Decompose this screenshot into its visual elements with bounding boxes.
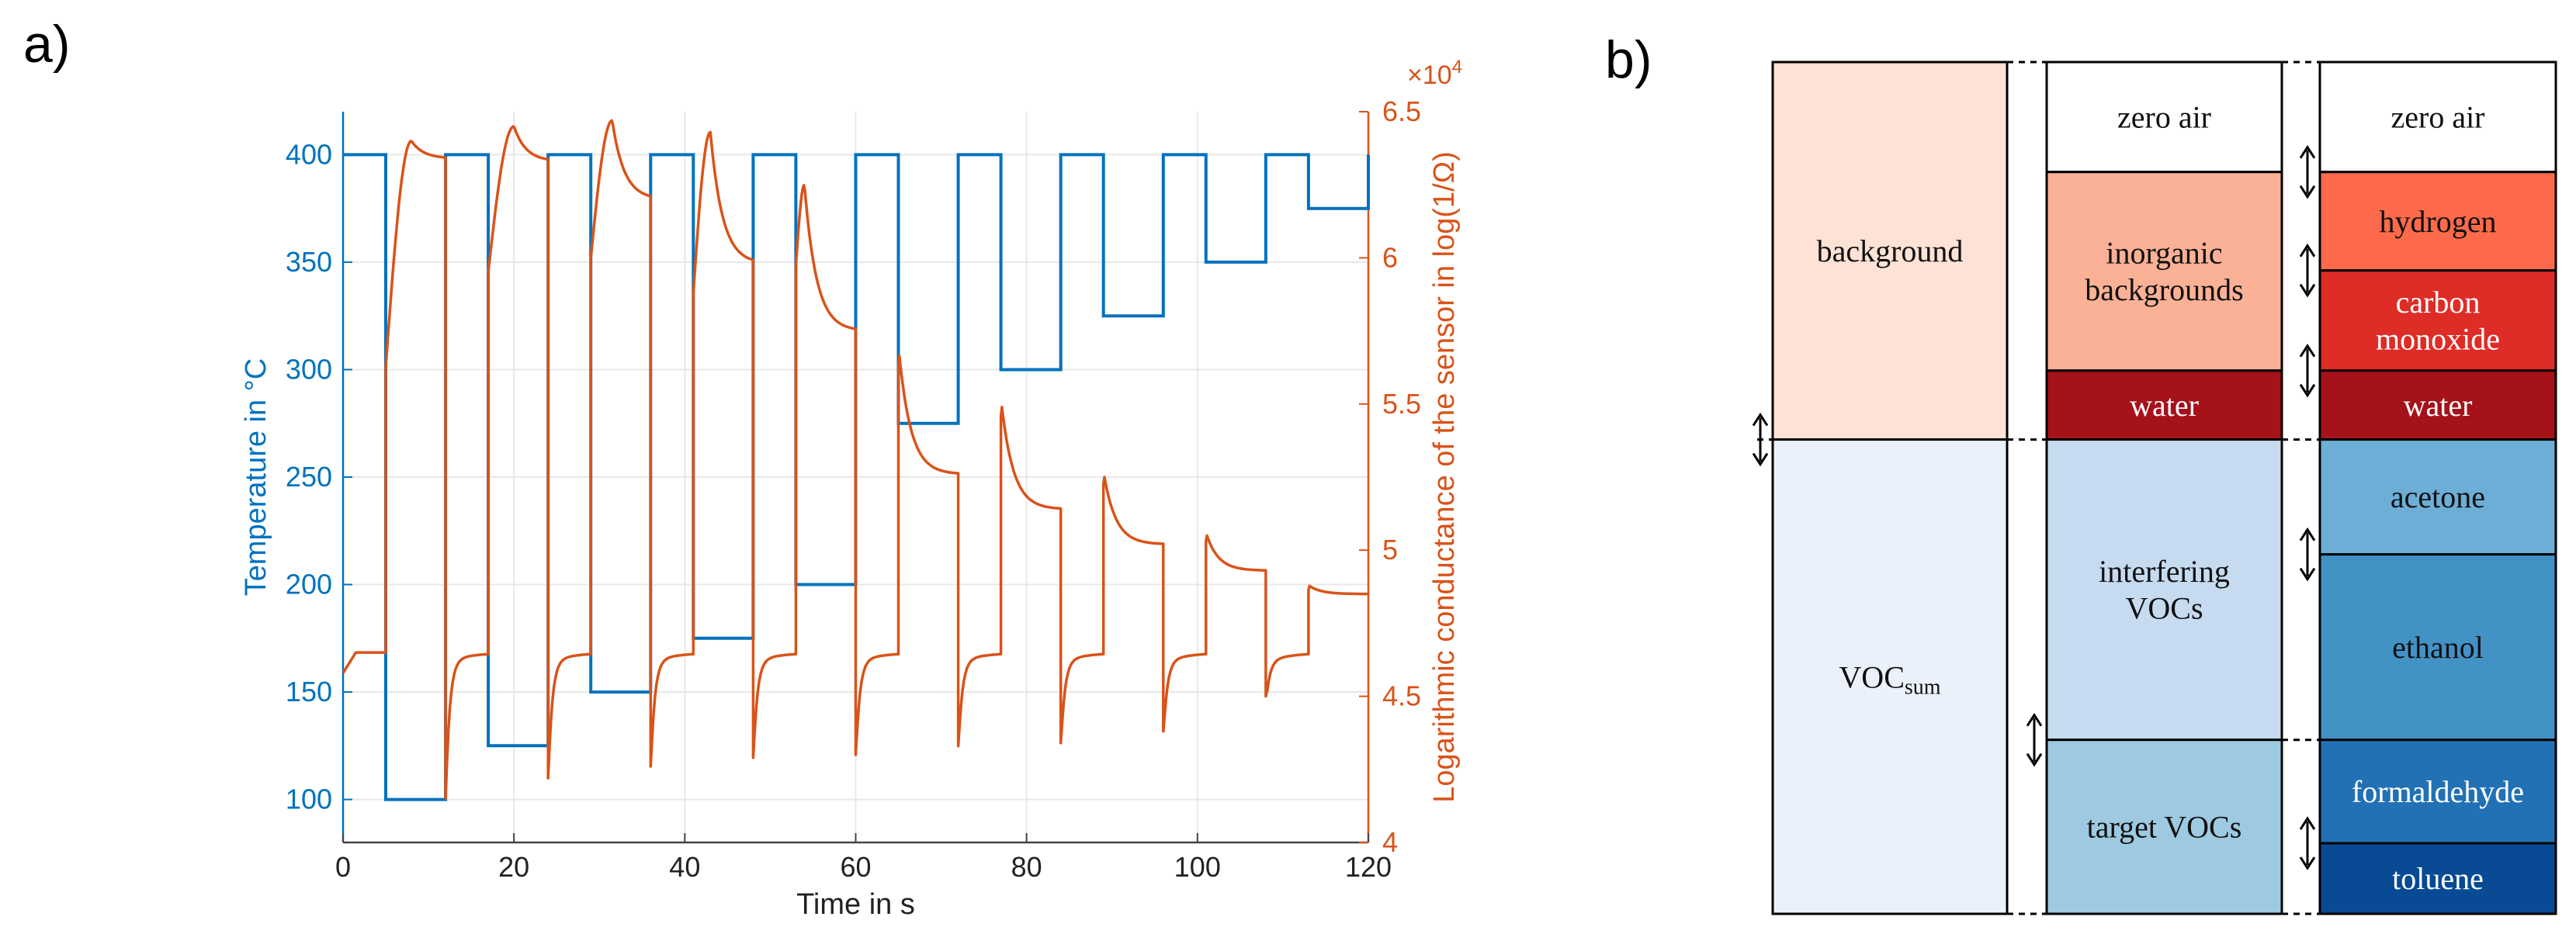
block-label: formaldehyde (2352, 774, 2524, 809)
block-carbon-monoxide (2318, 269, 2557, 372)
block-label: zero air (2117, 99, 2211, 134)
block-ethanol (2318, 553, 2557, 742)
double-arrow-icon (2026, 712, 2043, 767)
panel-label-b: b) (1605, 30, 1652, 89)
double-arrow-icon (2299, 343, 2316, 398)
block-hydrogen (2318, 171, 2557, 272)
block-label: background (1817, 234, 1964, 268)
block-toluene (2318, 842, 2557, 915)
block-label: hydrogen (2379, 204, 2496, 239)
block-label: VOCsum (1839, 659, 1940, 699)
block-label: inorganic backgrounds (2085, 236, 2243, 307)
block-label: water (2404, 388, 2473, 423)
x-tick-label: 80 (1011, 851, 1042, 883)
block-voc (1771, 438, 2009, 915)
block-formaldehyde (2318, 739, 2557, 845)
temperature-conductance-chart: 0 20 40 60 80 100 120 100 150 200 250 300 350 400 4 4.5… (240, 57, 1462, 921)
y-left-tick-label: 200 (286, 569, 332, 600)
x-tick-label: 20 (498, 851, 529, 883)
y-axis-right-label: Logarithmic conductance of the sensor in… (1428, 151, 1461, 803)
x-tick-label: 100 (1174, 851, 1221, 883)
series (342, 119, 1370, 801)
block-water (2045, 369, 2283, 441)
y-right-tick-label: 5 (1382, 534, 1398, 566)
y-right-tick-label: 4 (1382, 826, 1398, 858)
double-arrow-icon (2299, 816, 2316, 870)
panel-label-a: a) (23, 15, 70, 74)
y-left-tick-label: 300 (286, 353, 332, 385)
block-label: acetone (2391, 479, 2485, 514)
conductance-line (342, 119, 1369, 801)
y-right-tick-label: 4.5 (1382, 680, 1421, 712)
block-inorganic-backgrounds (2045, 171, 2283, 372)
y-left-tick-label: 150 (286, 676, 332, 707)
y-right-tick-label: 6 (1382, 241, 1398, 273)
block-zero-air (2045, 61, 2283, 174)
block-acetone (2318, 438, 2557, 556)
axes (342, 111, 1370, 844)
block-interfering-vocs (2045, 438, 2283, 742)
y-right-tick-label: 6.5 (1382, 95, 1421, 127)
block-label: water (2130, 388, 2199, 423)
block-label: zero air (2391, 99, 2484, 134)
double-arrow-icon (2299, 243, 2316, 298)
temperature-line (343, 153, 1370, 801)
double-arrow-icon (2299, 144, 2316, 199)
y-axis-left-label: Temperature in °C (240, 358, 272, 597)
y-left-tick-label: 350 (286, 246, 332, 278)
block-water (2318, 369, 2557, 441)
block-background (1771, 61, 2009, 441)
block-label: interfering VOCs (2099, 554, 2230, 625)
y-left-tick-label: 250 (286, 461, 332, 493)
x-tick-label: 40 (669, 851, 700, 883)
block-label: ethanol (2392, 630, 2484, 665)
block-label: carbon monoxide (2376, 285, 2500, 356)
block-target-vocs (2045, 739, 2283, 915)
block-label: toluene (2392, 861, 2484, 896)
right-axis-exponent: ×104 (1407, 57, 1462, 90)
double-arrow-icon (1752, 412, 1769, 467)
y-left-tick-label: 400 (286, 138, 332, 170)
tick-labels: 0 20 40 60 80 100 120 100 150 200 250 300 350 400 4 4.5… (286, 95, 1421, 883)
block-label: target VOCs (2087, 809, 2242, 844)
y-left-tick-label: 100 (286, 784, 332, 815)
gas-hierarchy-diagram: background VOCsum zero air inorganic backgro… (1752, 61, 2557, 915)
x-axis-label: Time in s (796, 888, 915, 921)
y-right-tick-label: 5.5 (1382, 388, 1421, 420)
x-tick-label: 0 (335, 851, 351, 883)
x-tick-label: 60 (840, 851, 871, 883)
block-zero-air (2318, 61, 2557, 174)
double-arrow-icon (2299, 527, 2316, 582)
x-tick-label: 120 (1345, 851, 1392, 883)
